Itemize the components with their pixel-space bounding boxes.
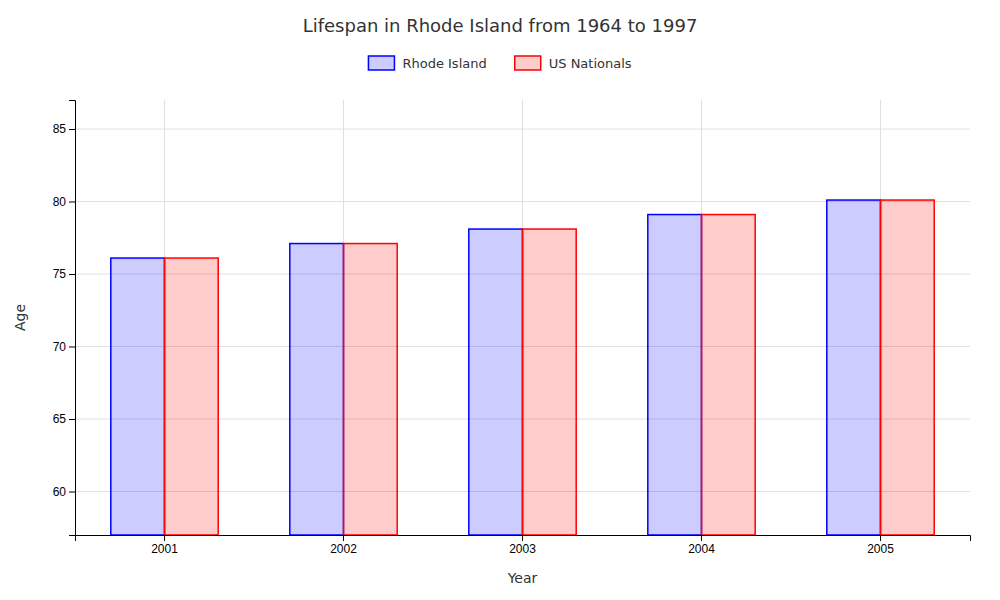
bar <box>881 200 935 535</box>
y-axis-title: Age <box>12 304 28 331</box>
bar <box>702 215 756 535</box>
tick-mark <box>69 202 75 203</box>
x-axis-title: Year <box>507 570 538 586</box>
chart: Lifespan in Rhode Island from 1964 to 19… <box>0 0 1000 600</box>
x-axis: 2001 2002 2003 2004 2005 <box>76 535 971 556</box>
tick-mark <box>69 129 75 130</box>
tick-label: 60 <box>53 485 67 499</box>
tick: 60 <box>53 485 75 499</box>
bar <box>111 258 165 535</box>
tick-mark <box>69 274 75 275</box>
bar <box>523 229 577 535</box>
bar <box>648 215 702 535</box>
plot: 2001 2002 2003 2004 2005 60 65 70 75 80 85 Year Age <box>12 100 971 586</box>
tick-label: 70 <box>53 340 67 354</box>
tick-mark <box>69 347 75 348</box>
tick-mark <box>343 535 344 541</box>
tick-label: 85 <box>53 122 67 136</box>
bar-series <box>165 200 935 535</box>
tick-label: 2004 <box>688 542 715 556</box>
tick-mark <box>701 535 702 541</box>
tick: 2002 <box>330 535 357 556</box>
axis-line <box>69 101 76 536</box>
tick: 2001 <box>151 535 178 556</box>
tick-label: 80 <box>53 195 67 209</box>
tick-label: 2002 <box>330 542 357 556</box>
tick: 2005 <box>867 535 894 556</box>
bar <box>827 200 881 535</box>
tick: 70 <box>53 340 75 354</box>
bar <box>469 229 523 535</box>
tick-mark <box>164 535 165 541</box>
axis-line <box>76 536 971 542</box>
tick-label: 2005 <box>867 542 894 556</box>
bar <box>290 244 344 535</box>
y-axis: 60 65 70 75 80 85 <box>53 101 76 536</box>
tick-mark <box>880 535 881 541</box>
legend-item: Rhode Island <box>368 56 486 71</box>
tick: 75 <box>53 267 75 281</box>
tick-label: 65 <box>53 412 67 426</box>
legend-swatch <box>515 56 541 70</box>
tick: 80 <box>53 195 75 209</box>
bar-series <box>111 200 881 535</box>
tick-label: 2003 <box>509 542 536 556</box>
tick-mark <box>69 492 75 493</box>
tick-mark <box>69 419 75 420</box>
legend-label: US Nationals <box>549 56 632 71</box>
legend-item: US Nationals <box>515 56 632 71</box>
tick: 65 <box>53 412 75 426</box>
grid <box>75 100 970 535</box>
tick-label: 2001 <box>151 542 178 556</box>
legend: Rhode Island US Nationals <box>368 56 631 71</box>
bar <box>165 258 219 535</box>
legend-swatch <box>368 56 394 70</box>
tick: 85 <box>53 122 75 136</box>
tick: 2003 <box>509 535 536 556</box>
tick-mark <box>522 535 523 541</box>
bars <box>111 200 934 535</box>
title: Lifespan in Rhode Island from 1964 to 19… <box>303 15 698 36</box>
tick-label: 75 <box>53 267 67 281</box>
legend-label: Rhode Island <box>402 56 486 71</box>
tick: 2004 <box>688 535 715 556</box>
bar <box>344 244 398 535</box>
